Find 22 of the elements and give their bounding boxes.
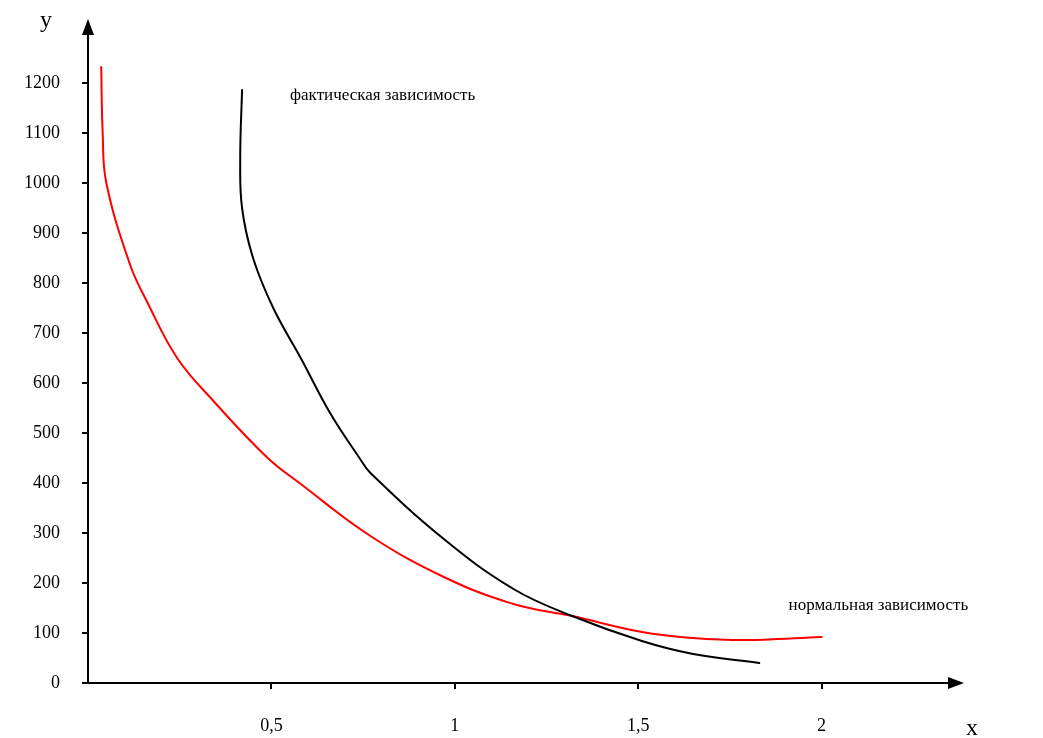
series-label: нормальная зависимость [788, 595, 969, 615]
y-axis-title: y [40, 6, 52, 32]
x-tick-label: 1,5 [626, 714, 650, 735]
text: фактическая зависимость [290, 85, 476, 105]
y-tick-label: 200 [33, 571, 60, 592]
y-tick-label: 800 [33, 271, 60, 292]
x-tick-label: 2 [817, 714, 827, 735]
y-tick-label: 700 [33, 321, 60, 342]
y-tick-label: 1100 [24, 121, 60, 142]
y-tick-label: 400 [33, 471, 60, 492]
x-axis-title: x [966, 714, 978, 738]
y-tick-label: 600 [33, 371, 60, 392]
y-tick-label: 100 [33, 621, 60, 642]
y-tick-label: 300 [33, 521, 60, 542]
line-series [239, 89, 761, 664]
x-tick-label: 1 [450, 714, 460, 735]
y-tick-label: 1000 [24, 171, 60, 192]
x-tick-label: 0,5 [260, 714, 283, 735]
y-tick-label: 1200 [24, 71, 60, 92]
y-tick-label: 0 [51, 671, 60, 692]
y-tick-label: 500 [33, 421, 60, 442]
y-tick-label: 900 [33, 221, 60, 242]
